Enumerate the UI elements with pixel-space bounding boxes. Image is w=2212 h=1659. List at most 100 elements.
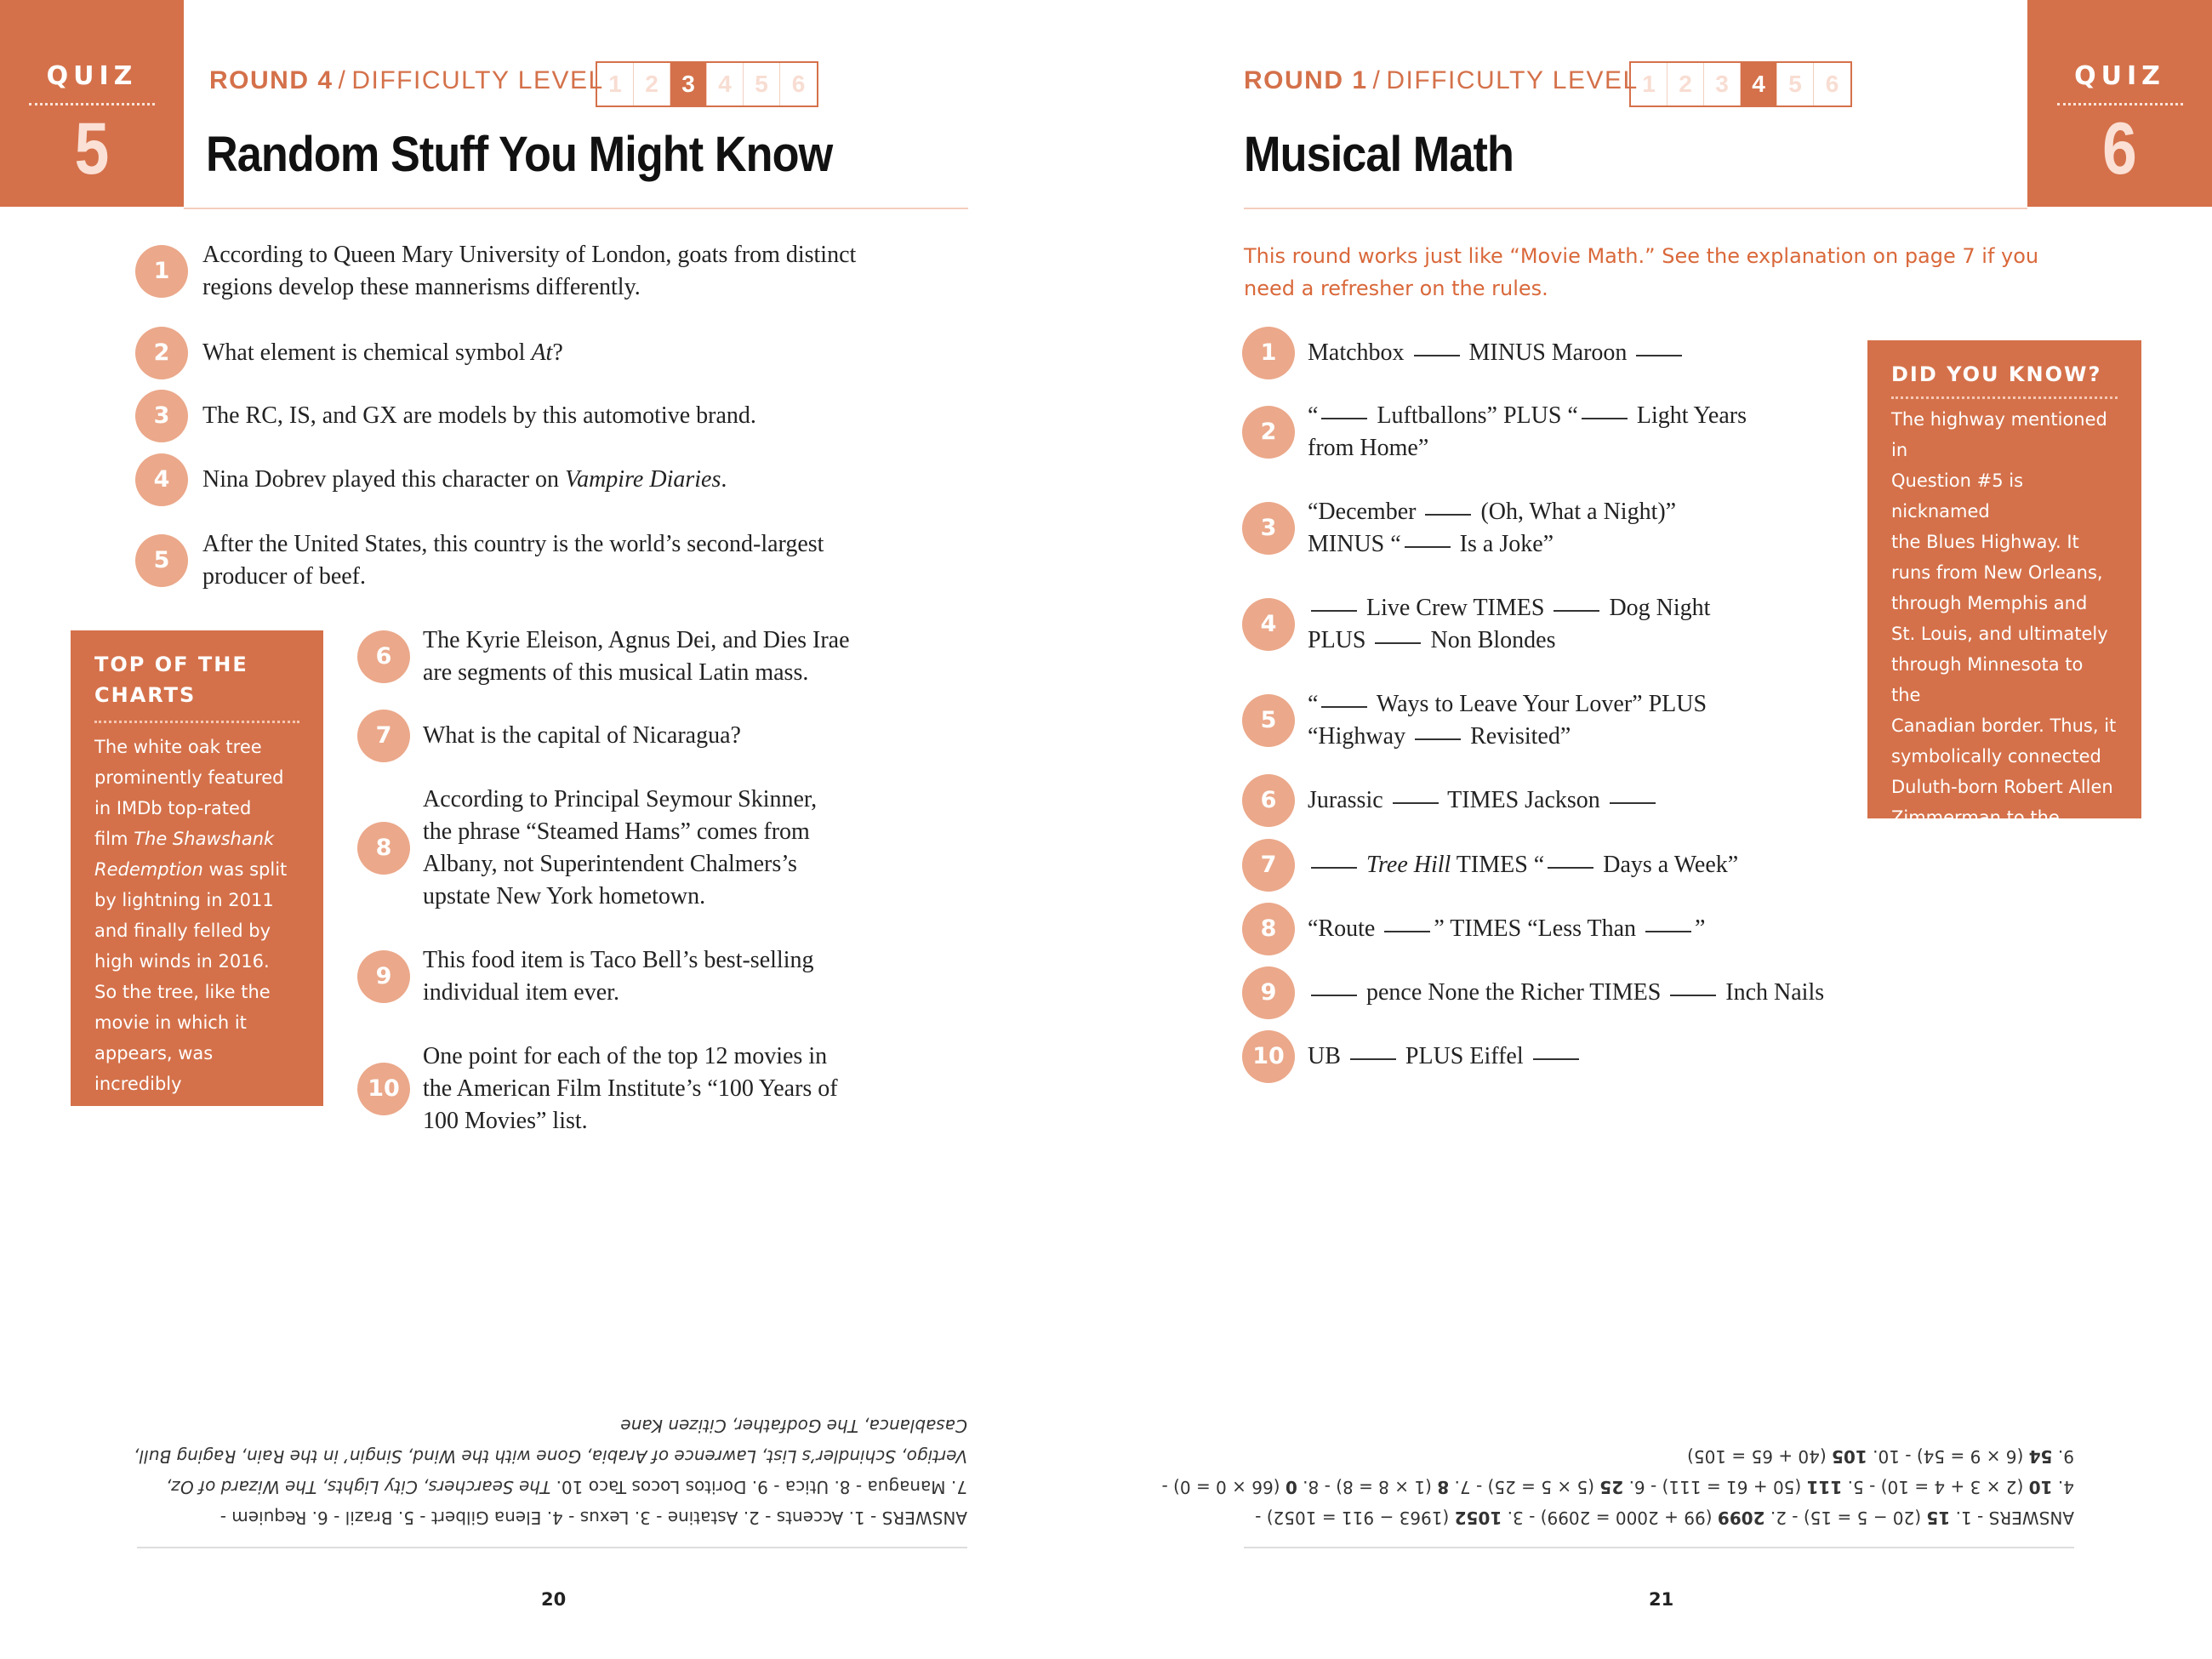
page-title: Musical Math — [1244, 127, 1514, 182]
answer-blank — [1375, 642, 1422, 644]
footer-rule — [1244, 1547, 2074, 1548]
quiz-badge-right: QUIZ 6 — [2027, 0, 2212, 207]
answer-blank — [1609, 802, 1656, 804]
difficulty-level-1: 1 — [597, 63, 634, 105]
answer-blank — [1311, 610, 1357, 612]
question-number-badge: 10 — [1242, 1030, 1295, 1083]
question-text: “Route ” TIMES “Less Than ” — [1308, 915, 1706, 942]
sidebar-top-of-the-charts: TOP OF THE CHARTS The white oak tree pro… — [71, 630, 323, 1125]
difficulty-level-1: 1 — [1631, 63, 1668, 105]
question-number-badge: 9 — [357, 950, 410, 1003]
round-intro: This round works just like “Movie Math.”… — [1244, 244, 2039, 300]
quiz-badge-left: QUIZ 5 — [0, 0, 184, 207]
separator: / — [338, 66, 347, 94]
difficulty-level-2: 2 — [1668, 63, 1704, 105]
answer-blank — [1645, 931, 1692, 932]
answer-blank — [1349, 1058, 1396, 1060]
round-heading: ROUND 4/DIFFICULTY LEVEL — [209, 66, 604, 95]
page-title: Random Stuff You Might Know — [206, 127, 833, 182]
separator: / — [1372, 66, 1382, 94]
difficulty-level-2: 2 — [634, 63, 670, 105]
sidebar-body: The white oak tree prominently featured … — [94, 737, 288, 1125]
header-rule — [184, 208, 968, 209]
question-text: Live Crew TIMES Dog Night PLUS Non Blond… — [1308, 595, 1711, 653]
question-number-badge: 5 — [1242, 694, 1295, 747]
answers-upside-down: ANSWERS - 1. Accents - 2. Astatine - 3. … — [134, 1416, 967, 1528]
question-number-badge: 1 — [1242, 327, 1295, 379]
answer-blank — [1311, 867, 1357, 869]
question-text: Nina Dobrev played this character on Vam… — [202, 466, 727, 493]
sidebar-did-you-know: DID YOU KNOW? The highway mentioned in Q… — [1867, 340, 2141, 920]
difficulty-level-6: 6 — [1825, 71, 1839, 97]
answer-blank — [1311, 995, 1357, 996]
dotted-divider — [1891, 396, 2118, 399]
sidebar-heading: TOP OF THE CHARTS — [94, 653, 248, 707]
question-number-badge: 3 — [1242, 502, 1295, 555]
difficulty-level-3: 3 — [1704, 63, 1741, 105]
question-number-badge: 5 — [135, 534, 188, 587]
round-label: ROUND 4 — [209, 66, 334, 94]
answer-blank — [1404, 546, 1451, 548]
question-text: According to Principal Seymour Skinner, … — [423, 786, 818, 909]
answer-blank — [1554, 610, 1600, 612]
answer-blank — [1321, 418, 1368, 419]
quiz-label: QUIZ — [46, 61, 138, 91]
question-text: One point for each of the top 12 movies … — [423, 1043, 838, 1134]
sidebar-body: The highway mentioned in Question #5 is … — [1891, 409, 2117, 920]
question-text: What element is chemical symbol At? — [202, 339, 563, 366]
question-text: What is the capital of Nicaragua? — [423, 722, 741, 749]
question-number-badge: 8 — [357, 822, 410, 875]
question-text: “ Ways to Leave Your Lover” PLUS “Highwa… — [1308, 691, 1707, 750]
question-text: pence None the Richer TIMES Inch Nails — [1308, 977, 1824, 1009]
question-number-badge: 6 — [1242, 774, 1295, 827]
difficulty-label: DIFFICULTY LEVEL — [1386, 66, 1639, 94]
answer-blank — [1425, 514, 1472, 516]
round-heading: ROUND 1/DIFFICULTY LEVEL — [1244, 66, 1639, 95]
question-number-badge: 6 — [357, 630, 410, 683]
answer-blank — [1392, 802, 1439, 804]
question-number-badge: 7 — [1242, 839, 1295, 892]
dotted-divider — [94, 721, 299, 723]
question-number-badge: 1 — [135, 245, 188, 298]
answer-blank — [1413, 355, 1460, 356]
question-number-badge: 3 — [135, 390, 188, 442]
answer-blank — [1548, 867, 1594, 869]
answer-blank — [1532, 1058, 1579, 1060]
question-text: “ Luftballons” PLUS “ Light Years from H… — [1308, 402, 1747, 461]
answer-blank — [1415, 738, 1462, 740]
question-text: According to Queen Mary University of Lo… — [202, 242, 857, 300]
question-number-badge: 10 — [357, 1063, 410, 1115]
footer-rule — [137, 1547, 967, 1548]
difficulty-level-4: 4 — [1741, 63, 1777, 105]
round-label: ROUND 1 — [1244, 66, 1368, 94]
question-number-badge: 2 — [135, 327, 188, 379]
page-number: 21 — [1649, 1589, 1674, 1610]
difficulty-level-5: 5 — [744, 63, 780, 105]
difficulty-level-6: 6 — [791, 71, 806, 97]
sidebar-heading: DID YOU KNOW? — [1891, 362, 2102, 386]
quiz-label: QUIZ — [2074, 61, 2165, 91]
answer-blank — [1670, 995, 1717, 996]
difficulty-level-4: 4 — [707, 63, 744, 105]
question-number-badge: 2 — [1242, 406, 1295, 459]
question-text: Matchbox MINUS Maroon — [1308, 337, 1685, 369]
question-number-badge: 4 — [1242, 598, 1295, 651]
question-text: Jurassic TIMES Jackson — [1308, 784, 1659, 817]
answers-upside-down: ANSWERS - 1. 15 (20 − 5 = 15) - 2. 2099 … — [1161, 1446, 2075, 1528]
dotted-divider — [29, 103, 155, 105]
answer-blank — [1321, 706, 1368, 708]
question-text: The Kyrie Eleison, Agnus Dei, and Dies I… — [423, 627, 850, 686]
quiz-number: 5 — [74, 108, 110, 190]
quiz-number: 6 — [2102, 108, 2137, 190]
answer-blank — [1581, 418, 1628, 419]
question-text: UB PLUS Eiffel — [1308, 1040, 1582, 1073]
question-number-badge: 9 — [1242, 966, 1295, 1019]
page-number: 20 — [541, 1589, 567, 1610]
question-number-badge: 7 — [357, 710, 410, 762]
difficulty-level-5: 5 — [1777, 63, 1814, 105]
answer-blank — [1636, 355, 1683, 356]
question-text: This food item is Taco Bell’s best-selli… — [423, 947, 814, 1006]
answer-blank — [1384, 931, 1431, 932]
